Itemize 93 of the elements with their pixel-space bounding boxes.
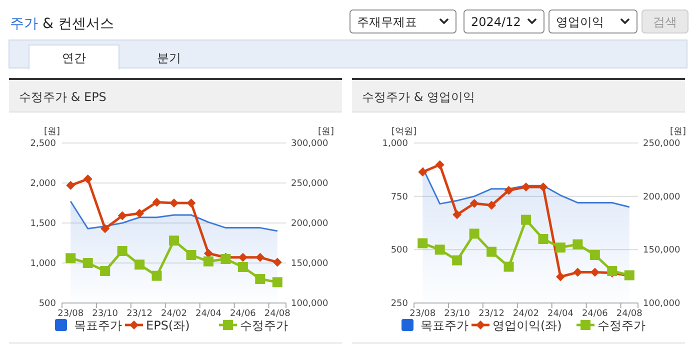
point	[170, 198, 178, 208]
point	[117, 246, 128, 256]
y2-tick-label: 250,000	[643, 139, 680, 149]
point	[538, 234, 548, 244]
x-tick-label: 24/08	[616, 309, 643, 319]
y-tick-label: 750	[390, 192, 408, 202]
y2-tick-label: 150,000	[643, 246, 680, 256]
point	[134, 260, 145, 270]
point	[66, 180, 76, 190]
point	[118, 211, 127, 220]
point	[555, 242, 566, 253]
point	[169, 236, 179, 246]
x-tick-label: 24/02	[513, 309, 539, 319]
y-tick-label: 250	[390, 299, 408, 309]
x-tick-label: 24/06	[582, 309, 608, 319]
point	[504, 186, 514, 195]
legend-label: 수정주가	[598, 318, 646, 332]
legend-label: 수정주가	[240, 318, 288, 332]
x-tick-label: 23/12	[126, 309, 153, 319]
y2-tick-label: 100,000	[643, 299, 680, 309]
point	[556, 272, 565, 282]
point	[100, 266, 110, 276]
y2-axis-title: [원]	[318, 127, 334, 137]
y-tick-label: 500	[38, 299, 56, 309]
point	[152, 270, 162, 281]
y-axis-title: [원]	[44, 127, 60, 137]
point	[521, 214, 531, 225]
x-tick-label: 23/08	[410, 309, 436, 319]
point	[272, 258, 282, 267]
point	[486, 246, 497, 257]
y2-tick-label: 300,000	[291, 139, 328, 149]
y2-axis-title: [원]	[670, 127, 686, 137]
text: 검색	[653, 15, 677, 29]
y2-tick-label: 200,000	[643, 192, 680, 202]
point	[255, 274, 266, 284]
point	[152, 198, 162, 207]
point	[186, 198, 196, 208]
legend-label: 목표주가	[74, 318, 122, 332]
point	[66, 253, 76, 264]
y2-tick-label: 250,000	[291, 179, 328, 189]
y-tick-label: 2,000	[30, 179, 56, 189]
point	[590, 250, 600, 260]
y-tick-label: 1,000	[382, 139, 408, 149]
point	[135, 208, 144, 218]
chart-title: 수정주가 & 영업이익	[362, 90, 475, 104]
x-tick-label: 23/10	[444, 309, 470, 319]
point	[452, 255, 462, 266]
point	[256, 252, 265, 262]
y2-tick-label: 100,000	[291, 299, 328, 309]
point	[238, 262, 248, 272]
point	[272, 277, 282, 288]
point	[469, 228, 480, 239]
point	[434, 244, 445, 255]
x-tick-label: 23/08	[58, 309, 84, 319]
point	[522, 182, 530, 192]
point	[418, 238, 428, 248]
chart-title: 수정주가 & EPS	[19, 90, 106, 104]
y-axis-title: [억원]	[391, 127, 417, 137]
y-tick-label: 1,000	[30, 259, 56, 269]
legend-label: 영업이익(좌)	[492, 318, 562, 332]
x-tick-label: 24/04	[547, 309, 574, 319]
legend-label: 목표주가	[420, 318, 468, 332]
y2-tick-label: 150,000	[291, 259, 328, 269]
text: 영업이익	[556, 15, 604, 29]
point	[487, 200, 496, 210]
point	[470, 198, 479, 208]
x-tick-label: 23/10	[92, 309, 118, 319]
point	[538, 182, 548, 192]
point	[435, 160, 444, 170]
y-tick-label: 500	[390, 246, 408, 256]
text: 연간	[62, 51, 86, 65]
point	[452, 210, 462, 220]
text: 주재무제표	[357, 15, 417, 29]
point	[82, 258, 93, 268]
text: 주가 & 컨센서스	[10, 16, 114, 32]
y-tick-label: 2,500	[30, 139, 56, 149]
x-tick-label: 24/04	[195, 309, 222, 319]
x-tick-label: 24/08	[264, 309, 291, 319]
legend-label: EPS(좌)	[146, 318, 190, 332]
y2-tick-label: 200,000	[291, 219, 328, 229]
text: 분기	[157, 51, 181, 65]
point	[572, 239, 583, 250]
point	[203, 256, 214, 266]
y-tick-label: 1,500	[30, 219, 56, 229]
x-tick-label: 24/02	[161, 309, 187, 319]
x-tick-label: 23/12	[478, 309, 505, 319]
point	[186, 250, 196, 260]
point	[100, 224, 110, 234]
point	[418, 168, 428, 177]
text: 2024/12	[471, 15, 521, 29]
point	[83, 174, 92, 184]
point	[504, 262, 514, 272]
x-tick-label: 24/06	[230, 309, 256, 319]
